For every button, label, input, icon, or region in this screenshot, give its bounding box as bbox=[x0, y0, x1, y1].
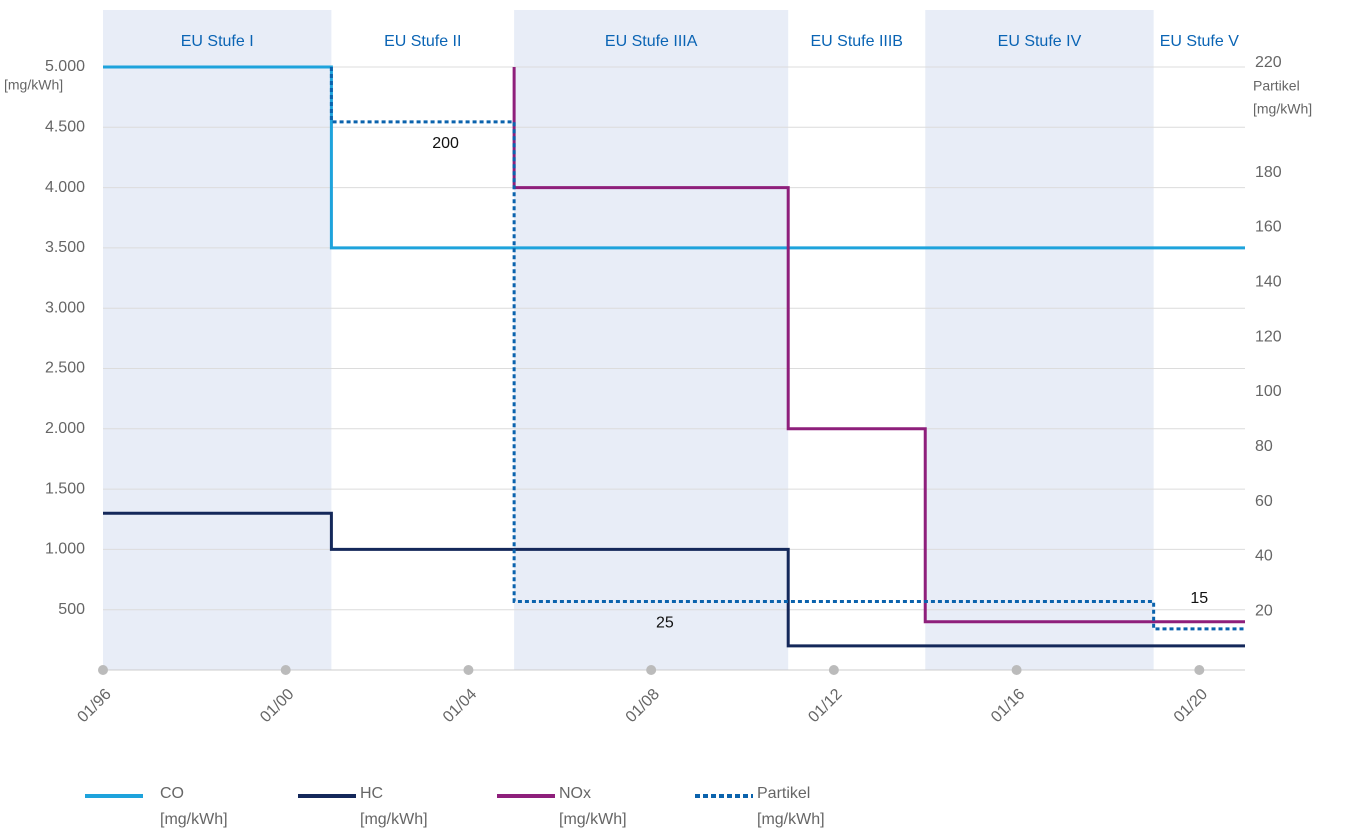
x-tick-label: 01/12 bbox=[805, 686, 845, 726]
x-tick bbox=[1011, 665, 1022, 675]
band-label: EU Stufe IV bbox=[998, 33, 1082, 50]
x-tick-label: 01/20 bbox=[1171, 686, 1211, 726]
y2-tick-label: 80 bbox=[1255, 438, 1273, 455]
y2-tick-label: 180 bbox=[1255, 164, 1282, 181]
x-tick bbox=[1194, 665, 1205, 675]
y-tick-label: 2.000 bbox=[45, 420, 85, 437]
band bbox=[514, 10, 789, 670]
bands bbox=[103, 10, 1154, 670]
y-tick-label: 5.000 bbox=[45, 58, 85, 75]
x-tick bbox=[828, 665, 839, 675]
y2-tick-label: 20 bbox=[1255, 602, 1273, 619]
y-tick-label: 4.000 bbox=[45, 179, 85, 196]
x-tick-label: 01/16 bbox=[988, 686, 1028, 726]
y2-axis-label: [mg/kWh] bbox=[1253, 101, 1312, 117]
band bbox=[103, 10, 332, 670]
x-tick bbox=[98, 665, 108, 675]
series-line bbox=[329, 67, 1245, 631]
x-tick-label: 01/96 bbox=[74, 686, 114, 726]
y-tick-label: 4.500 bbox=[45, 119, 85, 136]
band-label: EU Stufe II bbox=[384, 33, 461, 50]
legend-unit: [mg/kWh] bbox=[559, 811, 627, 828]
legend-label: Partikel bbox=[757, 785, 810, 802]
legend-label: CO bbox=[160, 785, 184, 802]
y2-tick-label: 220 bbox=[1255, 54, 1282, 71]
band-label: EU Stufe IIIB bbox=[810, 33, 902, 50]
legend-label: NOx bbox=[559, 785, 591, 802]
legend-unit: [mg/kWh] bbox=[160, 811, 228, 828]
x-tick bbox=[646, 665, 657, 675]
band-label: EU Stufe IIIA bbox=[605, 33, 698, 50]
series-line bbox=[103, 511, 1245, 648]
y2-tick-label: 140 bbox=[1255, 273, 1282, 290]
band-label: EU Stufe I bbox=[181, 33, 254, 50]
y-tick-label: 500 bbox=[58, 601, 85, 618]
y-tick-label: 1.000 bbox=[45, 541, 85, 558]
x-tick-label: 01/08 bbox=[623, 686, 663, 726]
y2-tick-label: 120 bbox=[1255, 328, 1282, 345]
band bbox=[925, 10, 1154, 670]
legend-label: HC bbox=[360, 785, 383, 802]
y2-tick-label: 160 bbox=[1255, 219, 1282, 236]
y-tick-label: 3.000 bbox=[45, 299, 85, 316]
y-tick-label: 1.500 bbox=[45, 480, 85, 497]
annotation: 200 bbox=[432, 135, 459, 152]
y2-tick-label: 60 bbox=[1255, 493, 1273, 510]
x-tick-label: 01/04 bbox=[440, 686, 480, 726]
legend-unit: [mg/kWh] bbox=[757, 811, 825, 828]
legend-unit: [mg/kWh] bbox=[360, 811, 428, 828]
y-tick-label: 3.500 bbox=[45, 239, 85, 256]
x-tick-label: 01/00 bbox=[257, 686, 297, 726]
x-tick bbox=[280, 665, 291, 675]
annotation: 25 bbox=[656, 615, 674, 632]
y2-tick-label: 100 bbox=[1255, 383, 1282, 400]
y-axis-label: [mg/kWh] bbox=[4, 77, 63, 93]
y2-axis-label: Partikel bbox=[1253, 78, 1300, 94]
y-tick-label: 2.500 bbox=[45, 360, 85, 377]
band-label: EU Stufe V bbox=[1160, 33, 1239, 50]
y2-tick-label: 40 bbox=[1255, 548, 1273, 565]
x-tick bbox=[463, 665, 474, 675]
annotation: 15 bbox=[1190, 590, 1208, 607]
